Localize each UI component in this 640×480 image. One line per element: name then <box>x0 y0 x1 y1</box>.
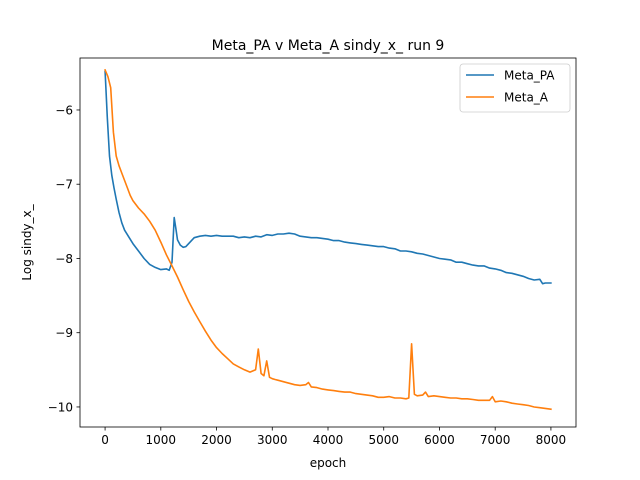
legend-box <box>459 63 571 113</box>
legend-label: Meta_A <box>504 91 549 105</box>
x-tick-label: 1000 <box>146 433 177 447</box>
x-tick-label: 2000 <box>201 433 232 447</box>
y-tick-label: −8 <box>55 252 73 266</box>
legend: Meta_PA Meta_A <box>459 63 571 113</box>
x-tick-label: 7000 <box>480 433 511 447</box>
series-layer <box>104 68 552 411</box>
legend-label: Meta_PA <box>504 69 555 83</box>
series-line-meta-a <box>104 68 552 411</box>
y-tick-label: −9 <box>55 326 73 340</box>
x-tick-label: 5000 <box>368 433 399 447</box>
x-tick-label: 6000 <box>424 433 455 447</box>
x-axis-label: epoch <box>310 456 347 470</box>
y-tick-label: −7 <box>55 178 73 192</box>
y-axis-ticks: −6 −7 −8 −9 −10 <box>48 103 80 414</box>
plot-frame <box>79 57 577 428</box>
y-tick-label: −10 <box>48 400 73 414</box>
series-line-meta-pa <box>104 70 552 285</box>
x-tick-label: 4000 <box>313 433 344 447</box>
x-tick-label: 8000 <box>536 433 567 447</box>
chart-title: Meta_PA v Meta_A sindy_x_ run 9 <box>212 38 445 54</box>
y-axis-label: Log sindy_x_ <box>20 203 34 280</box>
x-tick-label: 3000 <box>257 433 288 447</box>
y-tick-label: −6 <box>55 103 73 117</box>
x-axis-ticks: 0 1000 2000 3000 4000 5000 6000 7000 8000 <box>101 427 566 447</box>
x-tick-label: 0 <box>101 433 109 447</box>
